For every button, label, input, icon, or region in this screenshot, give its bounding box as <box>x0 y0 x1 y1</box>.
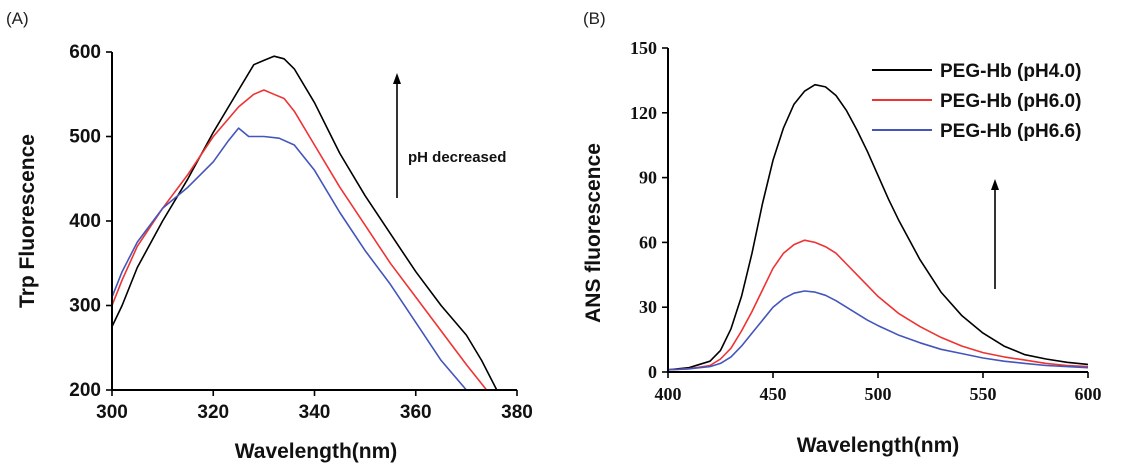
x-tick-label: 380 <box>501 402 533 423</box>
x-tick-label: 500 <box>865 384 892 404</box>
series-line-2 <box>667 239 1089 371</box>
x-tick-label: 550 <box>970 384 997 404</box>
x-tick-label: 600 <box>1075 384 1102 404</box>
y-tick-label: 300 <box>69 296 101 317</box>
legend-label-2: PEG-Hb (pH6.0) <box>940 91 1081 112</box>
panel-a-axes <box>111 52 517 391</box>
series-line-2 <box>111 89 488 391</box>
y-tick-label: 90 <box>639 168 657 188</box>
panel-b-axes <box>667 48 1088 373</box>
series-line-3 <box>667 290 1089 371</box>
x-tick-label: 340 <box>299 402 331 423</box>
y-tick-label: 400 <box>69 211 101 232</box>
series-line-1 <box>667 83 1089 371</box>
panel-a-label: (A) <box>6 9 29 28</box>
panel-a-y-axis-title: Trp Fluorescence <box>16 134 39 308</box>
panel-b: (B) 400 450 500 550 600 0 30 60 90 120 150 ANS flu… <box>582 9 1102 457</box>
panel-b-label: (B) <box>583 9 606 28</box>
series-line-1 <box>111 55 498 391</box>
x-tick-label: 300 <box>96 402 128 423</box>
panel-b-y-axis-title: ANS fluorescence <box>582 143 605 323</box>
panel-a-x-axis-title: Wavelength(nm) <box>235 440 398 463</box>
y-tick-label: 0 <box>648 362 657 382</box>
panel-a-annotation: pH decreased <box>408 149 506 166</box>
series-line-3 <box>111 127 468 391</box>
panel-b-legend: PEG-Hb (pH4.0) PEG-Hb (pH6.0) PEG-Hb (pH6.… <box>872 61 1081 142</box>
legend-label-1: PEG-Hb (pH4.0) <box>940 61 1081 82</box>
panel-a-arrow <box>393 73 401 198</box>
y-tick-label: 600 <box>69 42 101 63</box>
y-tick-label: 60 <box>639 232 657 252</box>
panel-b-x-axis-title: Wavelength(nm) <box>797 434 960 457</box>
x-tick-label: 360 <box>400 402 432 423</box>
x-tick-label: 400 <box>655 384 682 404</box>
y-tick-label: 120 <box>630 103 657 123</box>
x-tick-label: 320 <box>197 402 229 423</box>
y-tick-label: 200 <box>69 380 101 401</box>
y-tick-label: 30 <box>639 297 657 317</box>
y-tick-label: 500 <box>69 127 101 148</box>
panel-b-arrow <box>991 179 999 289</box>
panel-b-plot: 400 450 500 550 600 0 30 60 90 120 150 <box>630 38 1102 404</box>
y-tick-label: 150 <box>630 38 657 58</box>
x-tick-label: 450 <box>760 384 787 404</box>
legend-label-3: PEG-Hb (pH6.6) <box>940 121 1081 142</box>
